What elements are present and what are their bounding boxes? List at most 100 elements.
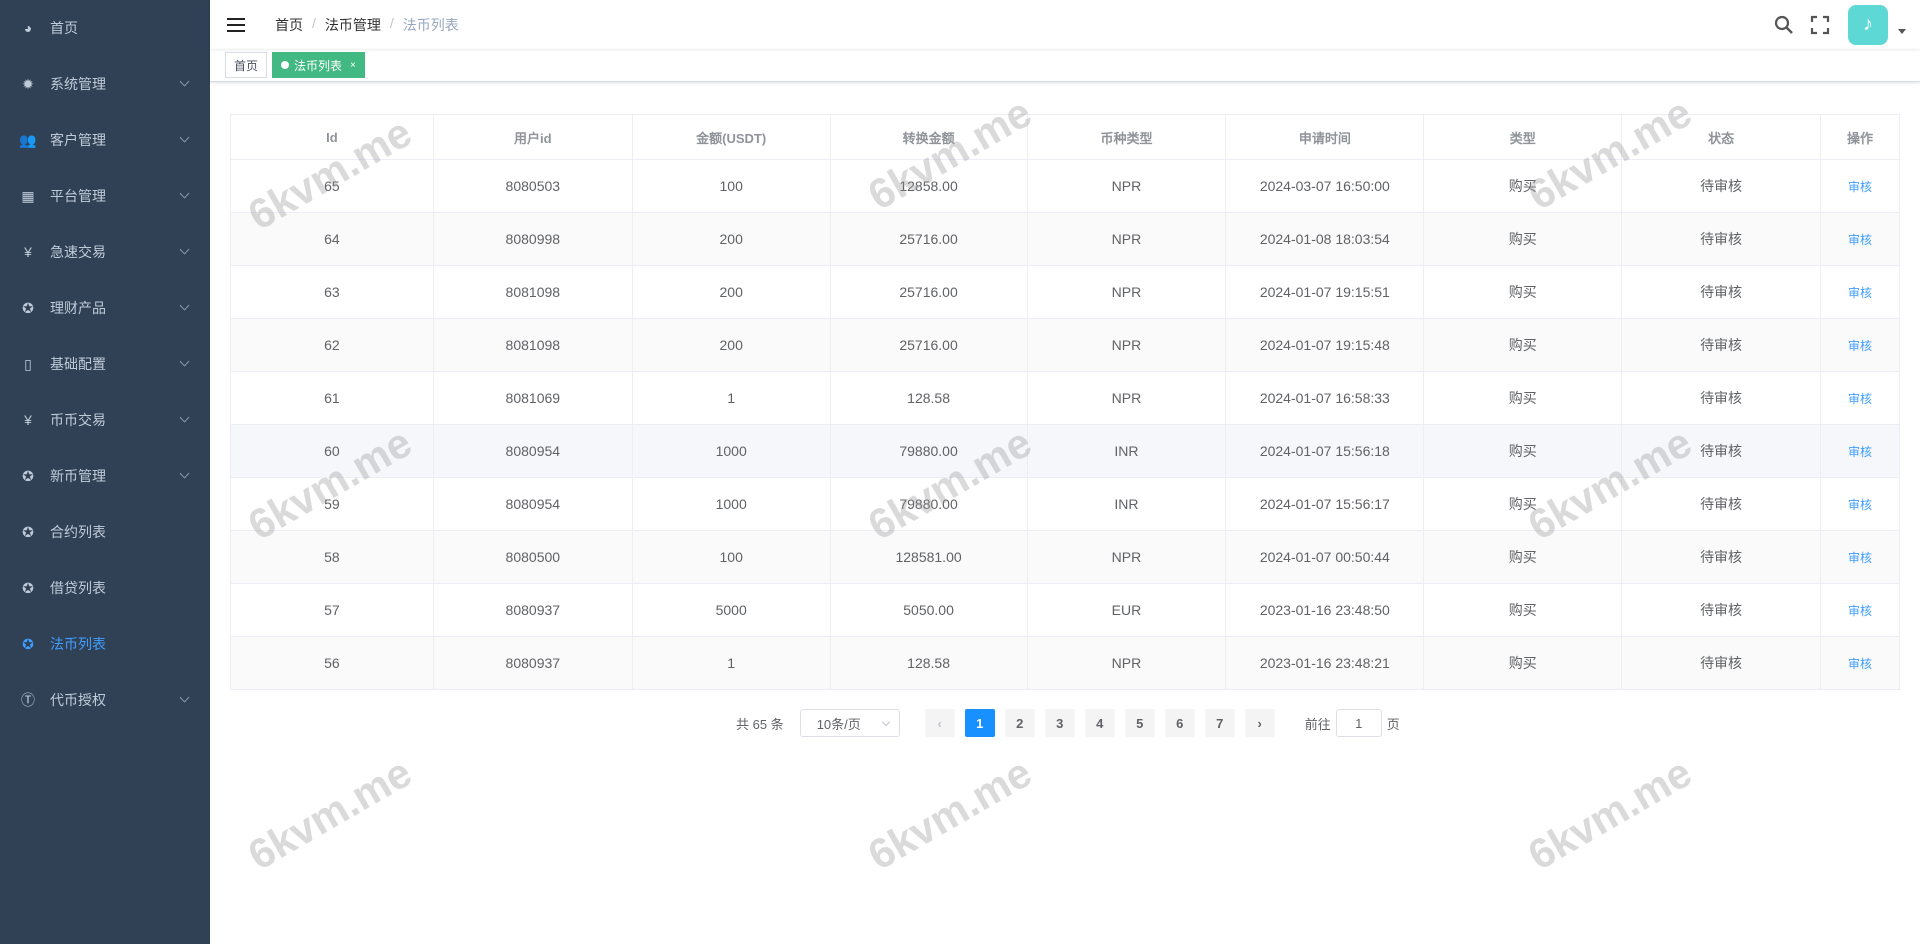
table-cell: 购买 xyxy=(1423,159,1623,213)
goto-page-input[interactable]: 1 xyxy=(1335,709,1382,737)
sidebar-item-12[interactable]: Ⓣ 代币授权 xyxy=(0,672,210,728)
sidebar-item-label: 合约列表 xyxy=(50,524,106,540)
table-cell: 128.58 xyxy=(829,371,1028,425)
table-cell: 200 xyxy=(631,212,831,266)
sidebar-item-5[interactable]: ✪ 理财产品 xyxy=(0,280,210,336)
sidebar-item-0[interactable]: ◕ 首页 xyxy=(0,0,210,56)
page-button[interactable]: 1 xyxy=(964,709,995,737)
tag-home[interactable]: 首页 xyxy=(225,52,268,78)
breadcrumb-home[interactable]: 首页 xyxy=(275,16,303,33)
page-button[interactable]: 7 xyxy=(1204,709,1235,737)
table-cell: 200 xyxy=(631,265,831,319)
watermark: 6kvm.me xyxy=(860,748,1040,879)
table-cell: 待审核 xyxy=(1621,159,1821,213)
table-row: 62 8081098 200 25716.00 NPR 2024-01-07 19:15:… xyxy=(230,318,1900,372)
review-link[interactable]: 审核 xyxy=(1847,179,1872,194)
page-button[interactable]: 6 xyxy=(1164,709,1195,737)
review-link[interactable]: 审核 xyxy=(1847,656,1872,671)
table-cell: EUR xyxy=(1026,583,1227,637)
table-cell: 79880.00 xyxy=(829,477,1028,531)
table-cell: 8080937 xyxy=(432,583,633,637)
close-icon[interactable]: × xyxy=(350,59,356,71)
circle-icon: ✪ xyxy=(22,635,34,652)
table-cell: 待审核 xyxy=(1621,424,1821,478)
table-cell: 2024-01-07 15:56:18 xyxy=(1225,424,1425,478)
yen-icon: ¥ xyxy=(24,412,32,428)
sidebar-item-11[interactable]: ✪ 法币列表 xyxy=(0,616,210,672)
review-link[interactable]: 审核 xyxy=(1847,550,1872,565)
sidebar-item-2[interactable]: 👥 客户管理 xyxy=(0,112,210,168)
table-cell: 购买 xyxy=(1423,477,1623,531)
search-icon[interactable] xyxy=(1774,15,1794,35)
table-cell: 8080500 xyxy=(432,530,633,584)
circle-icon: ✪ xyxy=(22,579,34,596)
tag-fiat-list[interactable]: 法币列表 × xyxy=(272,52,365,78)
circle-icon: ✪ xyxy=(22,467,34,484)
table-cell: 200 xyxy=(631,318,831,372)
page-button[interactable]: 2 xyxy=(1004,709,1035,737)
table-cell: 128581.00 xyxy=(829,530,1028,584)
table-cell: 购买 xyxy=(1423,530,1623,584)
sidebar-item-6[interactable]: ▯ 基础配置 xyxy=(0,336,210,392)
page-size-select[interactable]: 10条/页 xyxy=(799,709,900,737)
table-cell: 25716.00 xyxy=(829,265,1028,319)
table-cell: 购买 xyxy=(1423,636,1623,690)
review-link[interactable]: 审核 xyxy=(1847,391,1872,406)
grid-icon: ▦ xyxy=(21,187,35,204)
navbar: 首页 / 法币管理 / 法币列表 ♪ xyxy=(210,0,1920,49)
page-button[interactable]: 5 xyxy=(1124,709,1155,737)
column-header: 金额(USDT) xyxy=(631,114,831,160)
table-cell: INR xyxy=(1026,477,1227,531)
page-button[interactable]: 4 xyxy=(1084,709,1115,737)
review-link[interactable]: 审核 xyxy=(1847,497,1872,512)
table-cell: 1000 xyxy=(631,424,831,478)
prev-page-button[interactable]: ‹ xyxy=(924,709,955,737)
cell-action: 审核 xyxy=(1820,159,1900,213)
hamburger-icon[interactable] xyxy=(227,17,245,32)
sidebar-item-4[interactable]: ¥ 急速交易 xyxy=(0,224,210,280)
sidebar-item-label: 系统管理 xyxy=(50,76,106,92)
caret-down-icon[interactable] xyxy=(1898,29,1906,34)
table-cell: 63 xyxy=(230,265,434,319)
chevron-down-icon xyxy=(179,244,190,255)
table-cell: 12858.00 xyxy=(829,159,1028,213)
table-cell: 待审核 xyxy=(1621,477,1821,531)
chevron-down-icon xyxy=(179,692,190,703)
table-cell: 8080937 xyxy=(432,636,633,690)
table-row: 57 8080937 5000 5050.00 EUR 2023-01-16 23:48:… xyxy=(230,583,1900,637)
review-link[interactable]: 审核 xyxy=(1847,444,1872,459)
next-page-button[interactable]: › xyxy=(1244,709,1275,737)
sidebar-item-1[interactable]: ✹ 系统管理 xyxy=(0,56,210,112)
total-count: 共 65 条 xyxy=(736,716,784,732)
fullscreen-icon[interactable] xyxy=(1810,15,1830,35)
table-cell: 79880.00 xyxy=(829,424,1028,478)
table-cell: 5000 xyxy=(631,583,831,637)
table-cell: 1000 xyxy=(631,477,831,531)
sidebar-item-label: 代币授权 xyxy=(50,692,106,708)
review-link[interactable]: 审核 xyxy=(1847,285,1872,300)
cell-action: 审核 xyxy=(1820,530,1900,584)
sidebar-item-8[interactable]: ✪ 新币管理 xyxy=(0,448,210,504)
table-cell: 2024-01-07 19:15:48 xyxy=(1225,318,1425,372)
table-cell: 购买 xyxy=(1423,265,1623,319)
sidebar-item-10[interactable]: ✪ 借贷列表 xyxy=(0,560,210,616)
sidebar-item-label: 客户管理 xyxy=(50,132,106,148)
page-button[interactable]: 3 xyxy=(1044,709,1075,737)
table-cell: 购买 xyxy=(1423,583,1623,637)
review-link[interactable]: 审核 xyxy=(1847,232,1872,247)
review-link[interactable]: 审核 xyxy=(1847,603,1872,618)
table-cell: 2024-01-07 19:15:51 xyxy=(1225,265,1425,319)
table-cell: 2024-03-07 16:50:00 xyxy=(1225,159,1425,213)
cell-action: 审核 xyxy=(1820,318,1900,372)
breadcrumb-fiat-management[interactable]: 法币管理 xyxy=(324,16,381,33)
table-row: 65 8080503 100 12858.00 NPR 2024-03-07 16:50:… xyxy=(230,159,1900,213)
column-header: 类型 xyxy=(1423,114,1623,160)
tags-view: 首页 法币列表 × xyxy=(210,49,1920,82)
sidebar-item-9[interactable]: ✪ 合约列表 xyxy=(0,504,210,560)
review-link[interactable]: 审核 xyxy=(1847,338,1872,353)
avatar[interactable]: ♪ xyxy=(1848,4,1888,45)
table-cell: 待审核 xyxy=(1621,636,1821,690)
sidebar-item-3[interactable]: ▦ 平台管理 xyxy=(0,168,210,224)
dot-icon xyxy=(281,61,290,69)
sidebar-item-7[interactable]: ¥ 币币交易 xyxy=(0,392,210,448)
